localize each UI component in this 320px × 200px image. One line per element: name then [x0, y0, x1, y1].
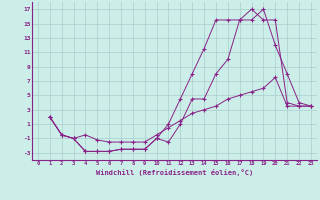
X-axis label: Windchill (Refroidissement éolien,°C): Windchill (Refroidissement éolien,°C) [96, 169, 253, 176]
